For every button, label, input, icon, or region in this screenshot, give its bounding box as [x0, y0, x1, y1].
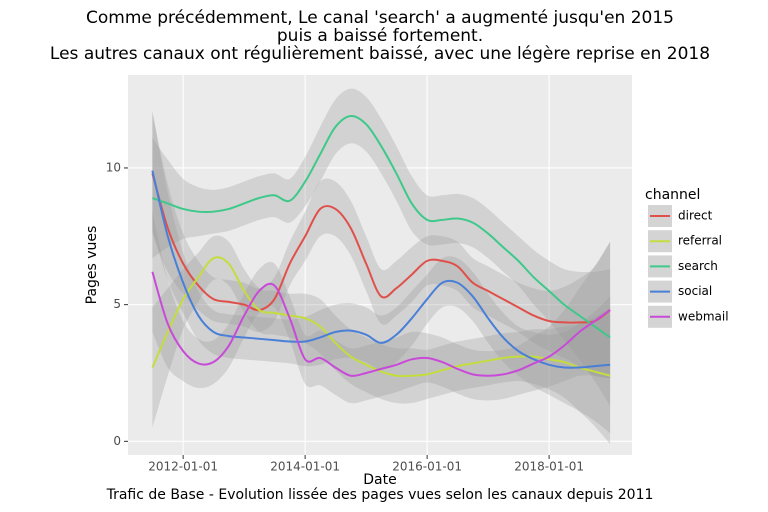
series-line: [151, 271, 611, 377]
chart-title: puis a baissé fortement.: [277, 26, 483, 46]
confidence-band: [152, 211, 611, 404]
panel: [128, 75, 632, 455]
y-tick-label: 0: [113, 434, 121, 448]
legend-label: webmail: [678, 309, 729, 323]
chart-title: Les autres canaux ont régulièrement bais…: [50, 44, 710, 64]
legend-label: search: [678, 259, 718, 273]
legend-title: channel: [645, 187, 700, 203]
x-tick-label: 2012-01-01: [148, 460, 218, 474]
legend-label: direct: [678, 209, 713, 223]
y-tick-label: 10: [106, 160, 121, 174]
legend-label: referral: [678, 234, 722, 248]
x-tick-label: 2016-01-01: [392, 460, 462, 474]
y-tick-label: 5: [113, 297, 121, 311]
chart-title: Comme précédemment, Le canal 'search' a …: [86, 8, 674, 28]
series-line: [151, 170, 611, 369]
series-line: [151, 256, 611, 378]
series-line: [151, 173, 611, 324]
x-axis-label: Date: [363, 472, 396, 488]
x-tick-label: 2018-01-01: [514, 460, 584, 474]
y-axis-label: Pages vues: [84, 226, 100, 305]
series-line: [152, 115, 611, 339]
confidence-band: [152, 110, 611, 434]
legend-label: social: [678, 284, 712, 298]
x-tick-label: 2014-01-01: [270, 460, 340, 474]
confidence-band: [152, 235, 611, 445]
confidence-band: [152, 88, 611, 406]
caption: Trafic de Base - Evolution lissée des pa…: [106, 487, 654, 503]
